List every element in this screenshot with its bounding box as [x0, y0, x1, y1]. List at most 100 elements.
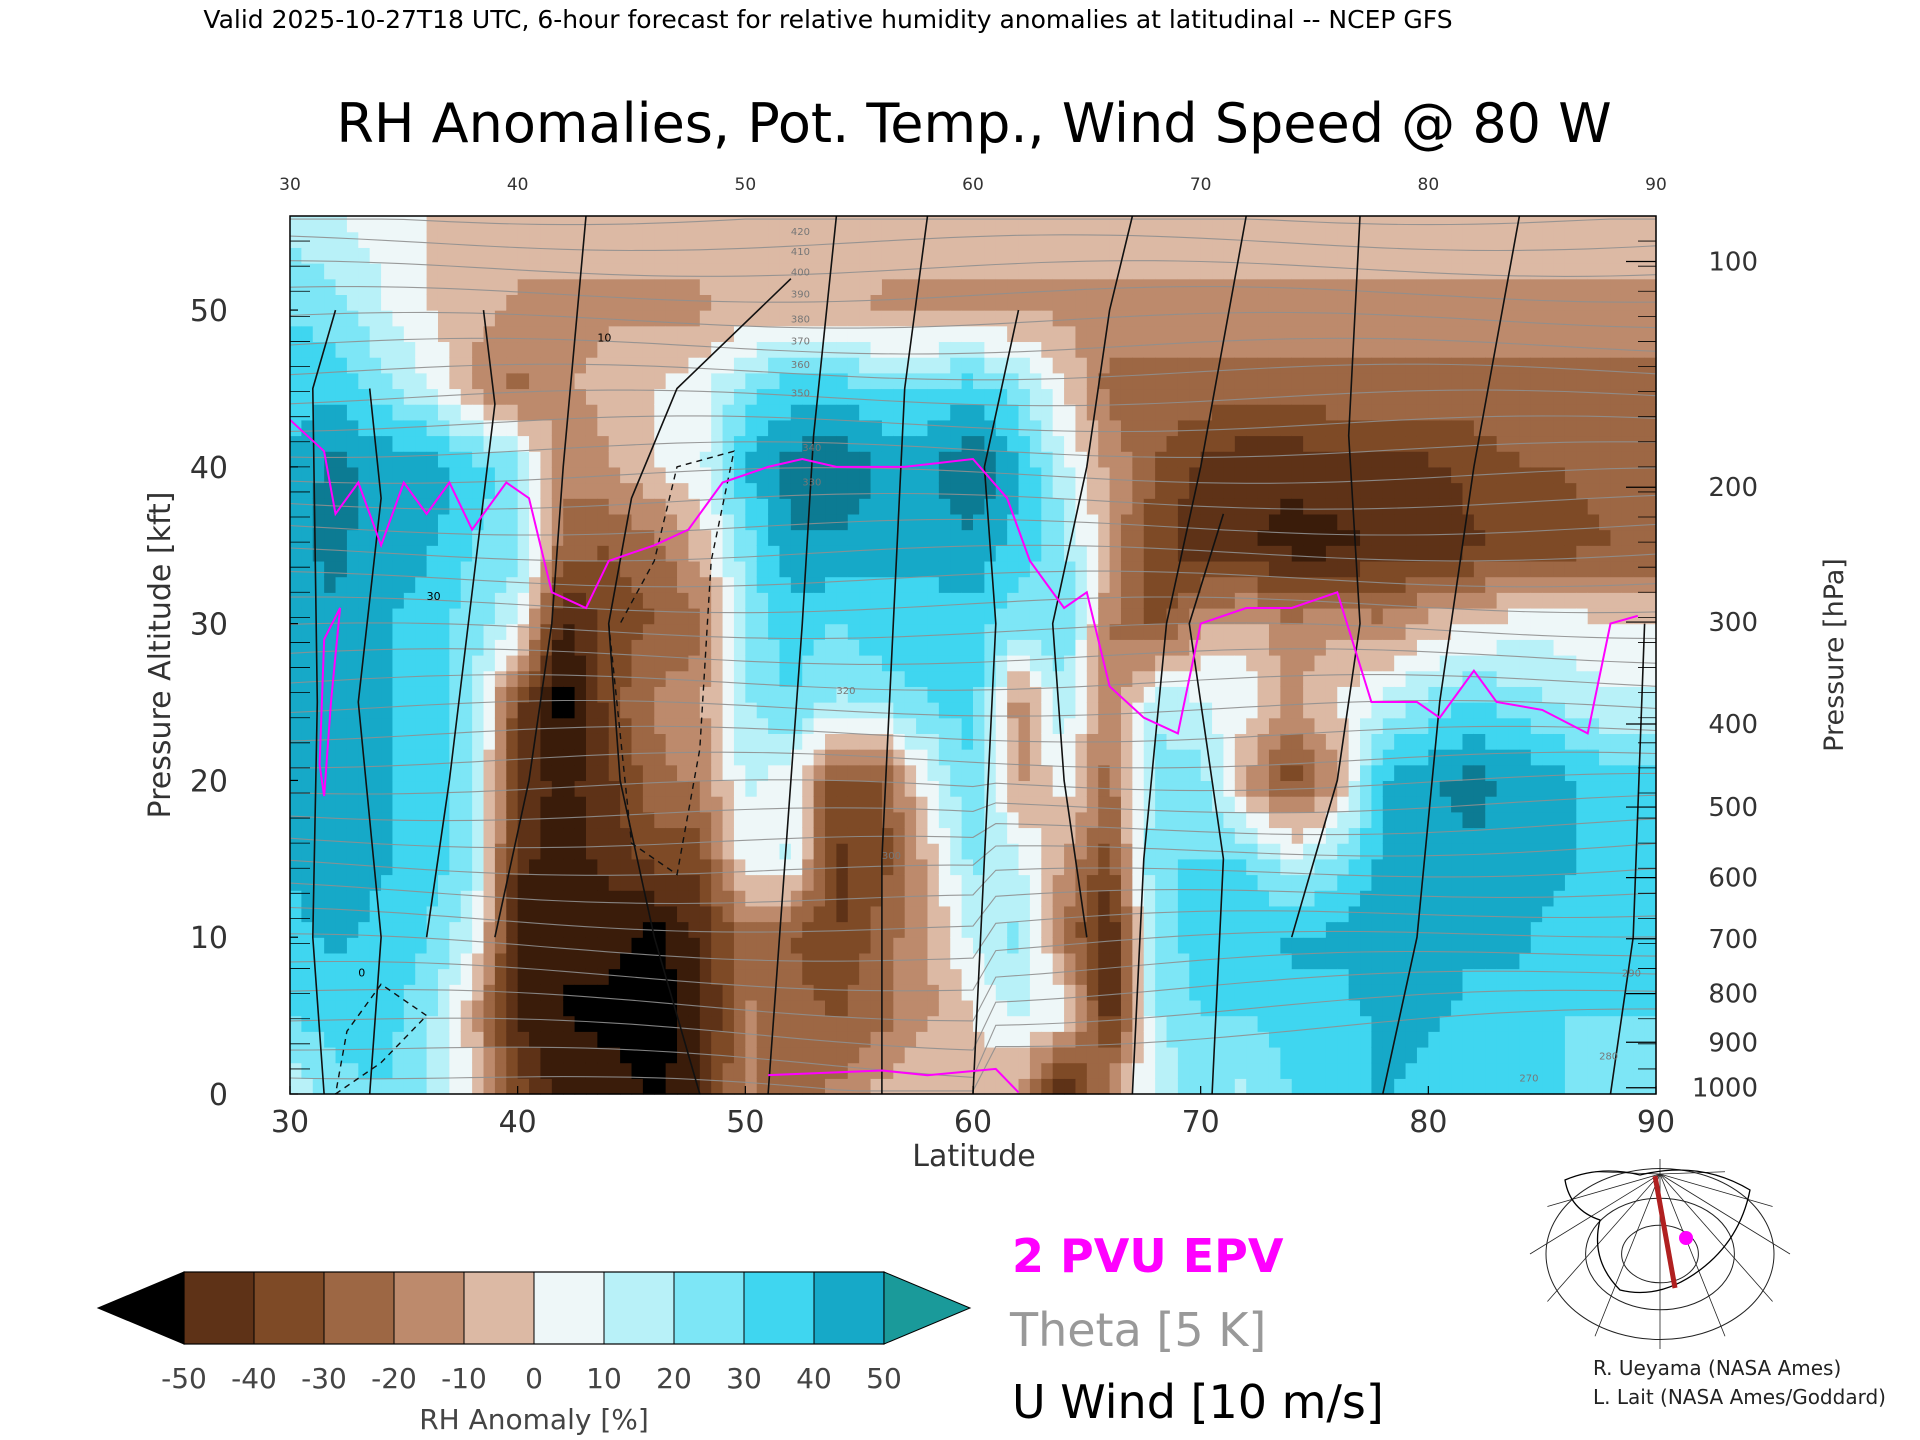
rh-cell	[517, 404, 530, 421]
rh-cell	[825, 905, 837, 923]
rh-cell	[1155, 498, 1168, 515]
rh-cell	[1177, 827, 1190, 844]
rh-cell	[642, 607, 655, 625]
rh-cell	[881, 811, 894, 829]
rh-cell	[358, 686, 371, 703]
rh-cell	[1257, 341, 1270, 358]
rh-cell	[1177, 325, 1190, 343]
rh-cell	[1257, 451, 1270, 468]
rh-cell	[813, 498, 826, 515]
rh-cell	[1075, 686, 1088, 703]
rh-cell	[1120, 1015, 1133, 1032]
rh-cell	[756, 811, 769, 829]
rh-cell	[620, 1062, 633, 1079]
rh-cell	[711, 749, 724, 766]
rh-cell	[403, 529, 416, 546]
rh-cell	[973, 388, 985, 405]
rh-cell	[904, 576, 917, 593]
rh-cell	[403, 451, 416, 468]
rh-cell	[483, 1062, 496, 1079]
rh-cell	[973, 357, 985, 374]
rh-cell	[961, 1046, 974, 1064]
rh-cell	[642, 780, 655, 797]
rh-cell	[779, 1078, 792, 1095]
rh-cell	[745, 655, 758, 672]
rh-cell	[790, 764, 803, 782]
rh-cell	[1212, 999, 1225, 1017]
rh-cell	[540, 498, 553, 515]
rh-cell	[733, 780, 746, 797]
rh-cell	[813, 796, 826, 813]
rh-cell	[916, 560, 929, 578]
rh-cell	[449, 937, 462, 954]
rh-cell	[1120, 419, 1133, 437]
rh-cell	[574, 325, 587, 343]
rh-cell	[381, 404, 394, 421]
rh-cell	[677, 404, 690, 421]
rh-cell	[870, 435, 883, 452]
rh-cell	[1109, 905, 1122, 923]
rh-cell	[904, 1015, 917, 1032]
rh-cell	[973, 890, 985, 907]
rh-cell	[312, 858, 325, 876]
rh-cell	[1223, 247, 1236, 264]
rh-cell	[870, 529, 883, 546]
rh-cell	[346, 325, 359, 343]
rh-cell	[642, 702, 655, 719]
rh-cell	[1052, 827, 1065, 844]
rh-cell	[1007, 921, 1020, 938]
rh-cell	[1109, 874, 1122, 891]
rh-cell	[1212, 733, 1225, 750]
rh-cell	[711, 717, 724, 734]
rh-cell	[1052, 1031, 1065, 1048]
rh-cell	[1291, 576, 1304, 593]
rh-cell	[802, 843, 815, 860]
rh-cell	[1200, 325, 1213, 343]
rh-cell	[1155, 890, 1168, 907]
rh-cell	[1200, 702, 1213, 719]
rh-cell	[790, 231, 803, 248]
rh-cell	[631, 968, 644, 985]
rh-cell	[1166, 670, 1179, 687]
rh-cell	[472, 451, 485, 468]
rh-cell	[437, 827, 450, 844]
rh-cell	[1234, 1078, 1247, 1095]
rh-cell	[938, 639, 951, 656]
rh-cell	[1200, 294, 1213, 311]
rh-cell	[836, 937, 849, 954]
rh-cell	[813, 325, 826, 343]
rh-cell	[847, 827, 860, 844]
rh-cell	[1041, 466, 1054, 484]
rh-cell	[585, 388, 598, 405]
rh-cell	[1189, 388, 1202, 405]
rh-cell	[802, 310, 815, 327]
rh-cell	[1234, 592, 1247, 609]
rh-cell	[881, 372, 894, 390]
rh-cell	[449, 999, 462, 1017]
rh-cell	[472, 1015, 485, 1032]
rh-cell	[551, 545, 564, 562]
rh-cell	[790, 607, 803, 625]
rh-cell	[836, 623, 849, 640]
rh-cell	[1280, 1078, 1293, 1095]
rh-cell	[483, 1046, 496, 1064]
rh-cell	[916, 890, 929, 907]
rh-cell	[551, 623, 564, 640]
rh-cell	[563, 843, 576, 860]
rh-cell	[1029, 670, 1042, 687]
rh-cell	[642, 529, 655, 546]
rh-cell	[551, 874, 564, 891]
rh-anomaly-field	[290, 216, 1657, 1095]
rh-cell	[1200, 874, 1213, 891]
rh-cell	[711, 278, 724, 295]
rh-cell	[961, 341, 974, 358]
rh-cell	[745, 1031, 758, 1048]
rh-cell	[1268, 780, 1281, 797]
rh-cell	[301, 1078, 314, 1095]
rh-cell	[1166, 216, 1179, 233]
rh-cell	[1064, 780, 1077, 797]
rh-cell	[802, 466, 815, 484]
rh-cell	[699, 435, 712, 452]
rh-cell	[1177, 1078, 1190, 1095]
rh-cell	[312, 341, 325, 358]
